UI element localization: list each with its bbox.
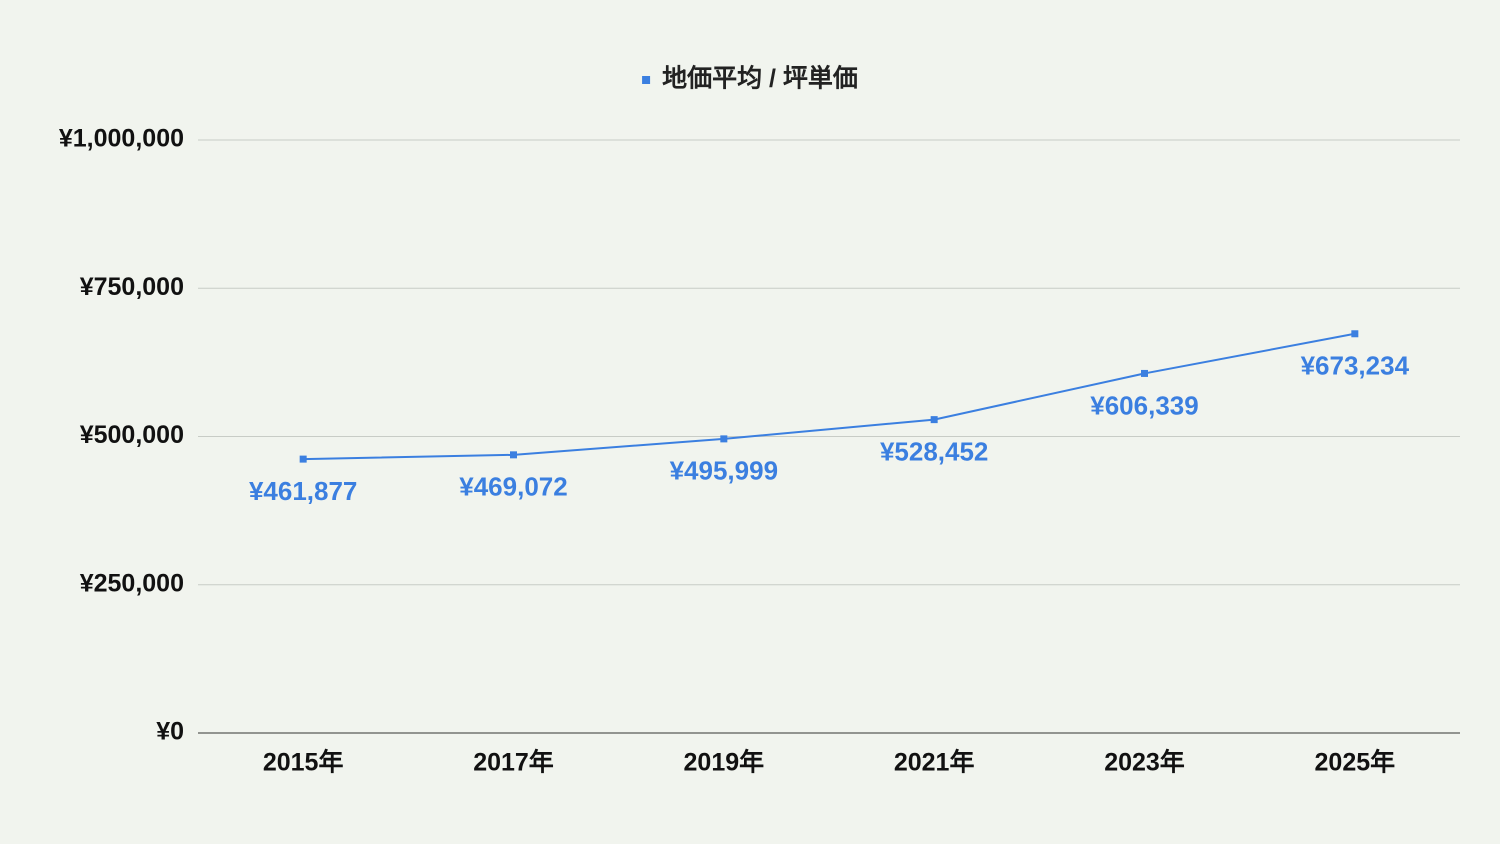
data-point	[299, 455, 307, 463]
y-tick-label: ¥750,000	[80, 273, 184, 301]
y-tick-label: ¥250,000	[80, 569, 184, 597]
data-label: ¥606,339	[1090, 390, 1198, 420]
x-tick-label: 2019年	[684, 748, 765, 777]
y-tick-label: ¥0	[156, 718, 184, 746]
data-label: ¥673,234	[1301, 351, 1410, 381]
x-tick-label: 2023年	[1104, 748, 1185, 777]
data-point	[930, 416, 938, 424]
data-point	[510, 451, 517, 459]
x-tick-label: 2017年	[473, 748, 554, 777]
data-label: ¥469,072	[459, 472, 567, 502]
data-point	[1141, 369, 1148, 377]
legend-marker	[642, 76, 651, 84]
data-line	[303, 332, 1356, 461]
x-tick-label: 2021年	[894, 748, 975, 777]
legend-label: 地価平均 / 坪単価	[662, 64, 858, 93]
data-label: ¥528,452	[880, 437, 988, 467]
data-label: ¥495,999	[670, 456, 778, 486]
y-tick-label: ¥1,000,000	[59, 125, 184, 153]
data-point	[720, 435, 728, 443]
y-tick-label: ¥500,000	[80, 421, 184, 449]
x-tick-label: 2015年	[263, 748, 344, 777]
data-label: ¥461,877	[249, 476, 357, 506]
data-point	[1351, 330, 1359, 338]
x-tick-label: 2025年	[1315, 748, 1396, 777]
